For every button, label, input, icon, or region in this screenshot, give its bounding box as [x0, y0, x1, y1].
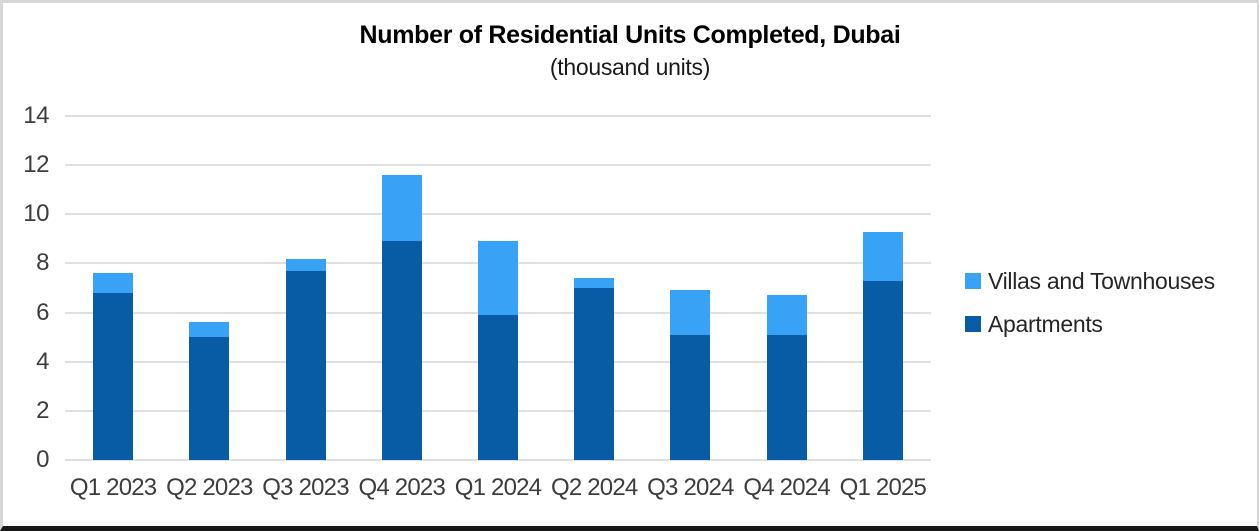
legend-item-apartments: Apartments — [965, 312, 1215, 336]
bar-q2-2024 — [546, 116, 642, 460]
bars — [65, 116, 931, 460]
bar-q4-2024 — [739, 116, 835, 460]
bar-segment-apartments — [477, 315, 518, 460]
chart-subtitle: (thousand units) — [549, 54, 711, 80]
x-tick-label: Q2 2024 — [550, 474, 638, 501]
bar-segment-apartments — [189, 337, 230, 460]
bar-segment-villas-and-townhouses — [477, 241, 518, 316]
bar-q3-2023 — [257, 116, 353, 460]
bar-segment-apartments — [285, 270, 326, 460]
x-tick-label: Q1 2024 — [454, 474, 542, 501]
bar-segment-villas-and-townhouses — [381, 175, 422, 242]
legend-item-villas-and-townhouses: Villas and Townhouses — [965, 269, 1215, 293]
y-tick-label: 2 — [36, 396, 49, 424]
x-tick-label: Q3 2024 — [647, 474, 734, 501]
x-tick-label: Q1 2025 — [839, 474, 927, 501]
bar-q4-2023 — [354, 116, 450, 460]
y-tick-label: 10 — [23, 200, 49, 228]
legend-label: Apartments — [988, 311, 1103, 337]
bar-segment-apartments — [93, 292, 134, 460]
bar-segment-apartments — [766, 334, 807, 460]
y-tick-label: 0 — [36, 446, 49, 473]
x-tick-label: Q4 2023 — [358, 474, 446, 501]
y-tick-label: 6 — [36, 298, 49, 326]
bar-segment-apartments — [574, 288, 615, 460]
legend-swatch-icon — [965, 316, 981, 332]
plot-area — [65, 115, 931, 461]
y-tick-label: 8 — [36, 249, 49, 277]
bar-q1-2025 — [835, 116, 931, 460]
bar-segment-villas-and-townhouses — [285, 258, 326, 271]
y-tick-label: 14 — [23, 102, 49, 129]
gridline-14 — [65, 115, 931, 117]
y-tick-label: 12 — [23, 151, 49, 179]
gridline-12 — [65, 164, 931, 167]
x-tick-label: Q4 2024 — [743, 474, 830, 501]
bar-segment-villas-and-townhouses — [189, 322, 230, 338]
bar-q1-2023 — [65, 116, 161, 460]
bar-q3-2024 — [642, 116, 738, 460]
bar-segment-villas-and-townhouses — [862, 231, 903, 281]
bar-q2-2023 — [161, 116, 257, 460]
bar-segment-apartments — [862, 280, 903, 460]
x-tick-label: Q3 2023 — [262, 474, 349, 501]
bar-segment-apartments — [670, 334, 711, 460]
legend-swatch-icon — [965, 273, 981, 289]
y-axis: 0 2 4 6 8 10 12 14 — [3, 102, 49, 473]
bar-q1-2024 — [450, 116, 546, 460]
bar-segment-villas-and-townhouses — [670, 290, 711, 335]
y-tick-label: 4 — [36, 347, 49, 375]
bar-segment-villas-and-townhouses — [574, 278, 615, 288]
x-tick-label: Q2 2023 — [166, 474, 253, 501]
legend: Villas and Townhouses Apartments — [965, 269, 1215, 336]
bar-segment-villas-and-townhouses — [93, 273, 134, 293]
chart-title: Number of Residential Units Completed, D… — [359, 21, 901, 49]
gridline-10 — [65, 213, 931, 216]
x-axis: Q1 2023 Q2 2023 Q3 2023 Q4 2023 Q1 2024 Q2 20… — [65, 474, 931, 502]
gridline-0 — [65, 459, 931, 461]
x-tick-label: Q1 2023 — [69, 474, 157, 501]
bar-segment-villas-and-townhouses — [766, 295, 807, 335]
legend-label: Villas and Townhouses — [988, 268, 1215, 294]
bar-segment-apartments — [381, 241, 422, 460]
